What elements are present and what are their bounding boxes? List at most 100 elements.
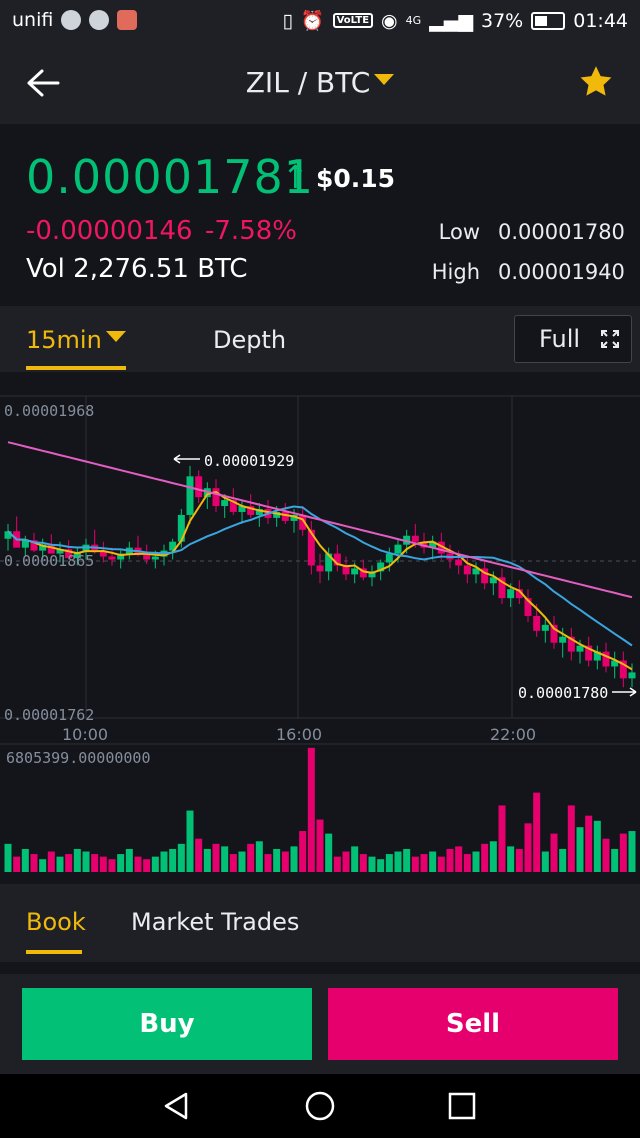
carrier-label: unifi: [12, 9, 54, 31]
candle-body: [290, 514, 298, 521]
volume-bar: [342, 851, 350, 872]
volume-bar: [30, 854, 38, 872]
candle-body: [47, 544, 55, 554]
volume-bar: [195, 838, 203, 872]
book-tab-indicator: [26, 950, 82, 954]
volume-bar: [117, 854, 125, 872]
candle-body: [56, 549, 64, 554]
tab-depth[interactable]: Depth: [213, 326, 287, 354]
nav-back-icon[interactable]: [160, 1090, 192, 1122]
volume-bar: [212, 843, 220, 872]
candle-body: [576, 645, 584, 652]
candle-body: [342, 565, 350, 575]
candle-body: [169, 541, 177, 551]
candle-body: [143, 555, 151, 560]
time-label-3: 22:00: [490, 725, 536, 744]
ma99-line: [7, 441, 633, 599]
status-right: ▯ ⏰ VoLTE ◉ 4G ▂▄▆ 37% 01:44: [282, 9, 628, 33]
volume-bar: [446, 848, 454, 872]
tab-interval[interactable]: 15min: [26, 326, 126, 354]
volume-bar: [472, 851, 480, 872]
tab-active-indicator: [26, 366, 126, 370]
candle-body: [108, 556, 116, 560]
price-chart[interactable]: 0.00001968 0.00001865 0.00001762 10:00 1…: [0, 372, 640, 884]
nav-recents-icon[interactable]: [446, 1090, 478, 1122]
battery-icon: [531, 11, 566, 30]
star-icon[interactable]: [578, 64, 614, 100]
candle-body: [299, 514, 307, 530]
candle-body: [333, 553, 341, 566]
volume-bar: [533, 792, 541, 872]
high-label: High: [431, 260, 480, 284]
volume-bar: [359, 854, 367, 872]
candle-body: [472, 568, 480, 575]
tab-book[interactable]: Book: [26, 908, 86, 936]
tab-market-trades[interactable]: Market Trades: [131, 908, 300, 936]
low-value: 0.00001780: [498, 220, 625, 244]
ma7-line: [7, 490, 633, 671]
volume-bar: [325, 833, 333, 872]
candle-body: [628, 672, 636, 679]
telegram-icon: [89, 10, 110, 30]
candle-body: [65, 549, 73, 559]
volume-bar: [56, 856, 64, 872]
volume-bar: [368, 856, 376, 872]
status-bar: unifi ▯ ⏰ VoLTE ◉ 4G ▂▄▆ 37% 01:44: [0, 0, 640, 44]
volume-bar: [307, 747, 315, 872]
volume-bar: [437, 856, 445, 872]
volume-bar: [290, 846, 298, 872]
price-axis-bottom: 0.00001762: [4, 706, 94, 724]
clock: 01:44: [573, 9, 628, 32]
candle-body: [368, 571, 376, 578]
volume-bar: [177, 843, 185, 872]
time-label-2: 16:00: [276, 725, 322, 744]
status-left: unifi: [12, 9, 138, 31]
candle-body: [238, 506, 246, 512]
candle-body: [481, 568, 489, 584]
max-price-marker: 0.00001929: [204, 452, 294, 470]
candle-body: [541, 624, 549, 631]
volume-bar: [73, 848, 81, 872]
volume-bar: [593, 820, 601, 872]
volume-bar: [99, 856, 107, 872]
max-marker-arrow-icon: [173, 454, 200, 464]
buy-button[interactable]: Buy: [22, 988, 312, 1060]
candle-body: [99, 550, 107, 557]
pair-title: ZIL / BTC: [245, 66, 371, 99]
candle-body: [351, 568, 359, 575]
volume-bar: [481, 843, 489, 872]
volume-bar: [273, 848, 281, 872]
time-label-1: 10:00: [62, 725, 108, 744]
chart-labels: 0.00001968 0.00001865 0.00001762 10:00 1…: [4, 402, 637, 767]
fullscreen-button[interactable]: Full: [514, 315, 632, 363]
volume-bar: [567, 805, 575, 872]
volume-bar: [498, 805, 506, 872]
volume-bar: [541, 851, 549, 872]
candle-body: [73, 552, 81, 559]
candle-body: [498, 577, 506, 599]
volume-bar: [169, 848, 177, 872]
pair-selector[interactable]: ZIL / BTC: [0, 66, 640, 99]
volume-bar: [515, 848, 523, 872]
divider: [0, 962, 640, 974]
volume-bar: [238, 851, 246, 872]
volume-bar: [333, 856, 341, 872]
volume-bar: [377, 859, 385, 872]
alarm-icon: ⏰: [300, 10, 325, 32]
sell-button[interactable]: Sell: [328, 988, 618, 1060]
title-bar: ZIL / BTC: [0, 44, 640, 124]
candle-body: [151, 556, 159, 560]
back-arrow-icon[interactable]: [26, 68, 60, 98]
nav-home-icon[interactable]: [304, 1090, 336, 1122]
chart-tabs: 15min Depth Full: [0, 306, 640, 372]
candle-body: [489, 577, 497, 584]
volume-bar: [385, 854, 393, 872]
candle-body: [255, 509, 263, 515]
candle-body: [507, 589, 515, 599]
volume-bar: [394, 851, 402, 872]
volume-bar: [489, 841, 497, 872]
candle-body: [611, 660, 619, 667]
candle-body: [359, 568, 367, 578]
candle-body: [385, 553, 393, 563]
candle-body: [593, 651, 601, 661]
